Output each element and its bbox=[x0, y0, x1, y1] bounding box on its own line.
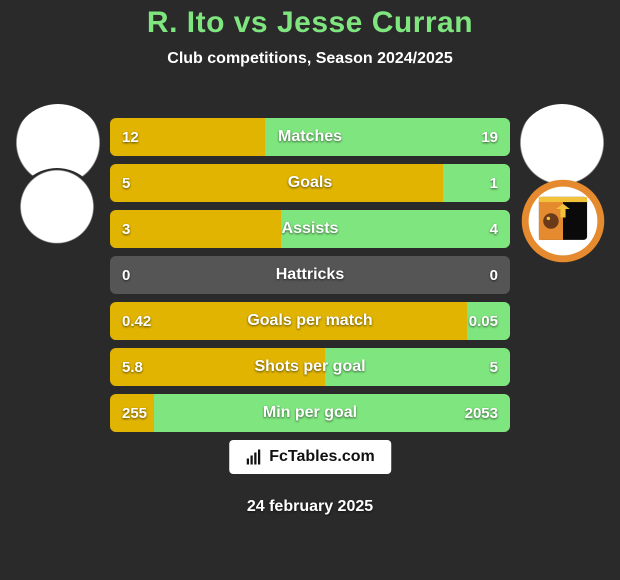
stat-value-right: 4 bbox=[490, 210, 498, 248]
stat-value-left: 0 bbox=[122, 256, 130, 294]
stat-label: Hattricks bbox=[110, 256, 510, 294]
stat-value-right: 0 bbox=[490, 256, 498, 294]
stat-value-left: 0.42 bbox=[122, 302, 151, 340]
stat-value-left: 5.8 bbox=[122, 348, 143, 386]
club-crest-icon bbox=[520, 178, 606, 264]
stat-fill-right bbox=[281, 210, 510, 248]
stat-value-right: 1 bbox=[490, 164, 498, 202]
avatar-placeholder-icon bbox=[18, 133, 98, 167]
brand-chip[interactable]: FcTables.com bbox=[229, 440, 391, 474]
container: R. Ito vs Jesse Curran Club competitions… bbox=[0, 0, 620, 580]
badge-placeholder-icon bbox=[22, 197, 92, 225]
brand-logo-icon bbox=[245, 448, 263, 466]
stat-fill-right bbox=[443, 164, 510, 202]
page-title: R. Ito vs Jesse Curran bbox=[0, 6, 620, 40]
stat-value-right: 0.05 bbox=[469, 302, 498, 340]
stat-value-left: 5 bbox=[122, 164, 130, 202]
brand-text: FcTables.com bbox=[269, 448, 375, 466]
stat-row: 1219Matches bbox=[110, 118, 510, 156]
stats-panel: 1219Matches51Goals34Assists00Hattricks0.… bbox=[110, 118, 510, 440]
stat-row: 2552053Min per goal bbox=[110, 394, 510, 432]
club-right-badge bbox=[520, 178, 606, 264]
stat-row: 51Goals bbox=[110, 164, 510, 202]
avatar-placeholder-icon bbox=[522, 133, 602, 167]
club-left-badge bbox=[14, 168, 100, 254]
stat-fill-left bbox=[110, 302, 467, 340]
stat-row: 34Assists bbox=[110, 210, 510, 248]
stat-fill-left bbox=[110, 164, 443, 202]
date-label: 24 february 2025 bbox=[0, 498, 620, 516]
stat-row: 0 0Hattricks bbox=[110, 256, 510, 294]
stat-fill-right bbox=[154, 394, 510, 432]
stat-value-left: 12 bbox=[122, 118, 139, 156]
stat-value-left: 3 bbox=[122, 210, 130, 248]
stat-value-left: 255 bbox=[122, 394, 147, 432]
subtitle: Club competitions, Season 2024/2025 bbox=[0, 50, 620, 68]
stat-value-right: 2053 bbox=[465, 394, 498, 432]
stat-fill-left bbox=[110, 210, 281, 248]
stat-value-right: 5 bbox=[490, 348, 498, 386]
stat-fill-right bbox=[265, 118, 510, 156]
stat-row: 0.420.05Goals per match bbox=[110, 302, 510, 340]
stat-value-right: 19 bbox=[481, 118, 498, 156]
stat-row: 5.85Shots per goal bbox=[110, 348, 510, 386]
stat-fill-right bbox=[325, 348, 510, 386]
